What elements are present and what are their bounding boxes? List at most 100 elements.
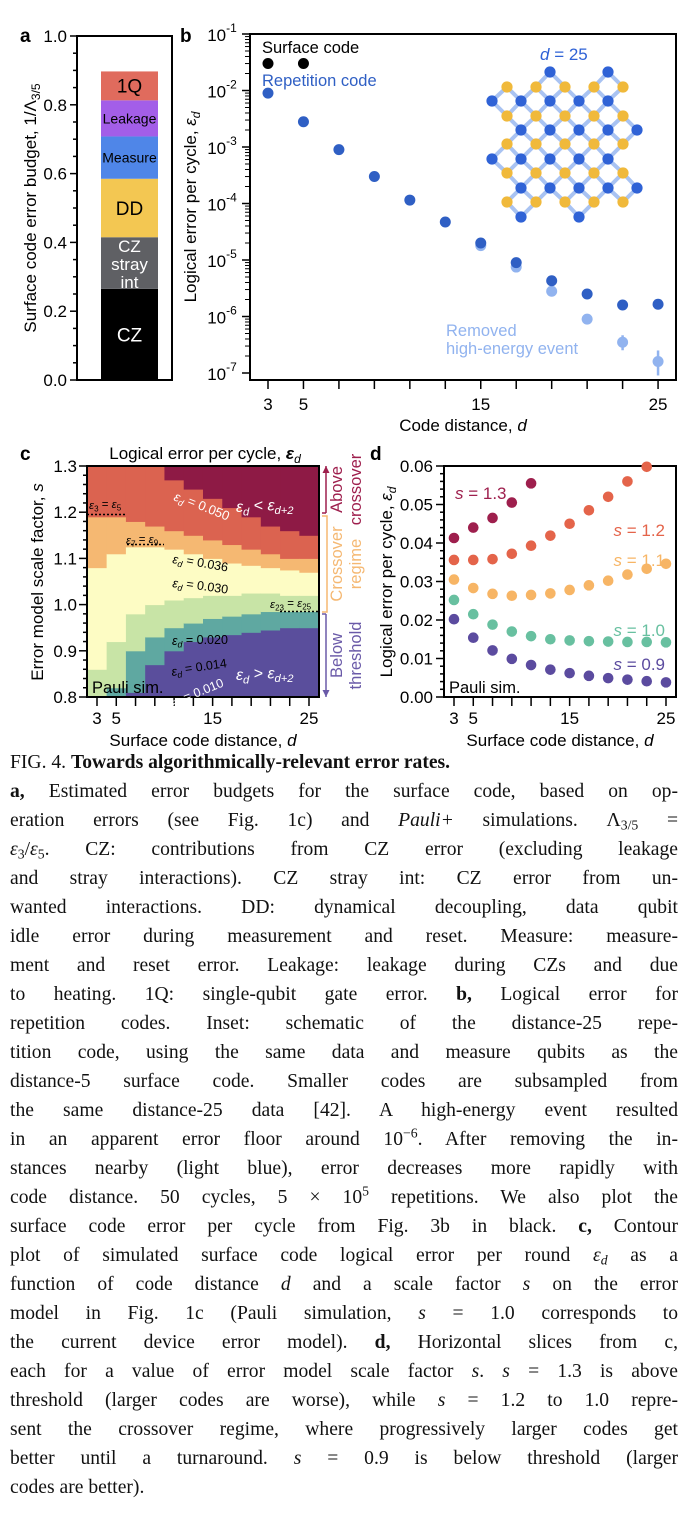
y-tick-label: 0.01 bbox=[400, 650, 433, 669]
caption-text: plot of simulated surface code logical e… bbox=[10, 1245, 593, 1266]
heatmap-cell bbox=[145, 636, 165, 666]
panel-letter-a: a bbox=[20, 26, 31, 47]
caption-text: d, bbox=[374, 1332, 391, 1353]
x-tick-label: 25 bbox=[300, 709, 319, 728]
panel-c-frame bbox=[86, 465, 320, 698]
x-tick-label: 5 bbox=[112, 709, 121, 728]
heatmap-cell bbox=[164, 549, 185, 601]
inset-data-qubit bbox=[573, 182, 585, 194]
heatmap-cell bbox=[299, 535, 320, 559]
panel-b-xlabel: Code distance, d bbox=[399, 416, 527, 435]
caption-text: as a bbox=[607, 1245, 678, 1266]
heatmap-cell bbox=[87, 669, 108, 698]
data-point-s1.2 bbox=[564, 518, 575, 530]
panel-b-frame bbox=[249, 33, 677, 381]
caption-text: Horizontal slices from c, bbox=[390, 1332, 678, 1353]
data-point-s1.2 bbox=[583, 504, 595, 516]
data-point-s1.1 bbox=[487, 588, 498, 600]
heatmap-cell bbox=[145, 466, 165, 527]
contour-label-e23e25: ε23 = ε25 bbox=[270, 598, 312, 612]
y-tick-label: 1.1 bbox=[53, 549, 77, 568]
y-tick-label: 10-7 bbox=[207, 360, 237, 384]
caption-text: . bbox=[479, 1361, 503, 1382]
heatmap-cell bbox=[299, 558, 320, 573]
budget-segment-label: 1Q bbox=[117, 77, 142, 98]
budget-segment bbox=[101, 71, 158, 101]
data-point-s1.0 bbox=[622, 636, 633, 648]
data-point-s1.1 bbox=[641, 563, 653, 575]
data-point-repetition bbox=[510, 257, 522, 269]
heatmap-cell bbox=[183, 553, 204, 599]
y-tick-label: 0.2 bbox=[43, 302, 67, 321]
inset-data-qubit bbox=[544, 124, 556, 136]
data-point-repetition bbox=[333, 144, 345, 156]
inset-data-qubit bbox=[573, 211, 585, 223]
x-tick-label: 15 bbox=[560, 709, 579, 728]
heatmap-cell bbox=[125, 613, 146, 652]
caption-line: surface code error per cycle from Fig. 3… bbox=[10, 1212, 678, 1241]
y-tick-label: 0.0 bbox=[43, 371, 67, 390]
heatmap-cell bbox=[164, 466, 185, 481]
data-point-s1.1 bbox=[506, 590, 518, 602]
heatmap-cell bbox=[106, 641, 127, 689]
figure-caption: FIG. 4. Towards algorithmically-relevant… bbox=[10, 748, 678, 1502]
caption-text: the same distance-25 data [42]. A high-e… bbox=[10, 1100, 678, 1121]
caption-text: ment and reset error. Leakage: leakage d… bbox=[10, 955, 678, 976]
heatmap-cell bbox=[299, 611, 320, 629]
budget-segment-label: CZ bbox=[118, 237, 141, 256]
data-point-s1.0 bbox=[545, 633, 556, 645]
inset-data-qubit bbox=[515, 153, 527, 165]
y-tick-label: 0.02 bbox=[400, 611, 433, 630]
y-tick-label: 10-2 bbox=[207, 78, 237, 102]
heatmap-cell bbox=[164, 530, 185, 550]
data-point-s1.1 bbox=[448, 574, 460, 585]
data-point-s1.2 bbox=[525, 540, 537, 551]
caption-line: ment and reset error. Leakage: leakage d… bbox=[10, 951, 678, 980]
regime-label: threshold bbox=[347, 622, 365, 690]
y-tick-label: 0.03 bbox=[400, 573, 433, 592]
caption-line: eration errors (see Fig. 1c) and Pauli+ … bbox=[10, 806, 678, 835]
data-point-repetition bbox=[297, 116, 309, 128]
data-point-s1.1 bbox=[525, 589, 537, 601]
heatmap-cell bbox=[299, 595, 320, 613]
series-label: s = 1.2 bbox=[613, 521, 665, 540]
inset-measure-qubit bbox=[588, 167, 600, 179]
caption-text: FIG. 4. bbox=[10, 752, 71, 773]
heatmap-cell bbox=[202, 558, 223, 596]
inset-data-qubit bbox=[602, 95, 614, 107]
heatmap-cell bbox=[299, 572, 320, 596]
inset-data-qubit bbox=[544, 182, 556, 194]
contour-label-e3e5: ε3 = ε5 bbox=[89, 499, 122, 513]
heatmap-cell bbox=[125, 546, 146, 615]
heatmap-cell bbox=[106, 553, 127, 643]
heatmap-cell bbox=[202, 466, 223, 499]
budget-segment-label: stray bbox=[111, 255, 148, 274]
inset-measure-qubit bbox=[617, 110, 629, 122]
y-tick-label: 1.0 bbox=[43, 27, 67, 46]
panel-c-title: Logical error per cycle, εd bbox=[109, 444, 301, 466]
caption-line: better until a turnaround. s = 0.9 is be… bbox=[10, 1444, 678, 1473]
inset-data-qubit bbox=[631, 182, 643, 194]
regime-bracket bbox=[322, 515, 328, 613]
series-label: s = 1.3 bbox=[455, 484, 507, 503]
y-tick-label: 10-5 bbox=[207, 247, 237, 271]
caption-line: idle error during measurement and reset.… bbox=[10, 922, 678, 951]
heatmap-cell bbox=[280, 627, 300, 698]
x-tick-label: 5 bbox=[469, 709, 478, 728]
caption-text: a, bbox=[10, 781, 25, 802]
x-tick-label: 5 bbox=[299, 395, 308, 414]
caption-text: ε bbox=[592, 1245, 601, 1266]
caption-text: . After removing the in- bbox=[417, 1129, 678, 1150]
inset-data-qubit bbox=[573, 124, 585, 136]
caption-line: code distance. 50 cycles, 5 × 105 repeti… bbox=[10, 1183, 678, 1212]
caption-text: ε bbox=[10, 839, 18, 860]
caption-text: wanted interactions. DD: dynamical decou… bbox=[10, 897, 678, 918]
panel-d: d 0.00 0.01 0.02 0.03 0.04 0.05 0.06 3 5 15 25 s =… bbox=[370, 444, 677, 748]
heatmap-cell bbox=[125, 521, 146, 548]
caption-line: to heating. 1Q: single-qubit gate error.… bbox=[10, 980, 678, 1009]
heatmap-cell bbox=[241, 516, 262, 550]
x-tick-label: 25 bbox=[657, 709, 676, 728]
heatmap-cell bbox=[280, 611, 300, 629]
caption-text: s bbox=[522, 1274, 531, 1295]
heatmap-cell bbox=[202, 498, 223, 541]
